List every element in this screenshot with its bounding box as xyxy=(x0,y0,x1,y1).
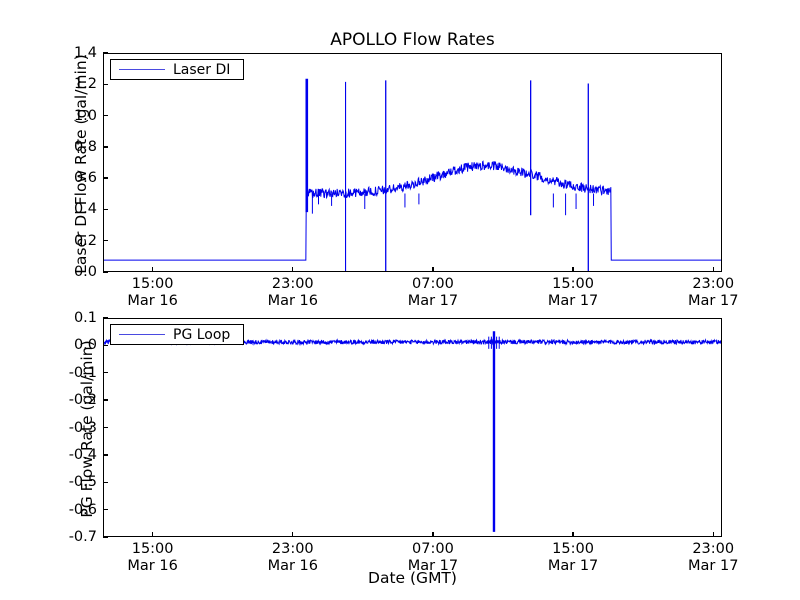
x-tick-mark xyxy=(151,532,154,537)
pg-loop-series-plot xyxy=(104,319,721,536)
x-tick-date: Mar 16 xyxy=(127,558,178,574)
y-tick-label: 0.0 xyxy=(73,264,97,280)
y-tick-mark xyxy=(103,481,108,483)
y-tick-mark xyxy=(103,52,108,54)
y-tick-mark xyxy=(103,508,108,511)
x-tick-mark xyxy=(712,532,714,537)
x-tick-date: Mar 17 xyxy=(407,558,459,574)
y-tick-label: 0.4 xyxy=(73,201,97,218)
y-tick-label: -0.3 xyxy=(68,419,97,436)
x-tick-date: Mar 17 xyxy=(547,558,599,574)
x-tick-date: Mar 16 xyxy=(267,558,318,574)
y-tick-mark xyxy=(103,536,108,538)
x-tick-mark xyxy=(572,532,574,537)
x-tick-time: 15:00 xyxy=(552,541,594,557)
y-axis-ticks-bottom: -0.7 -0.6 -0.5 -0.4 -0.3 -0.2 -0.1 0.0 0.1 xyxy=(31,0,97,600)
legend-bottom: PG Loop xyxy=(110,324,244,345)
x-tick-mark xyxy=(432,532,434,537)
legend-line-icon-bottom xyxy=(119,334,165,335)
y-tick-label: 1.2 xyxy=(73,76,97,93)
x-tick-date: Mar 16 xyxy=(127,293,178,309)
x-tick-time: 07:00 xyxy=(412,541,454,557)
x-tick-mark xyxy=(292,267,294,272)
y-tick-label: -0.2 xyxy=(68,392,97,409)
x-tick-label: 15:00 Mar 17 xyxy=(518,276,628,310)
y-tick-mark xyxy=(103,372,108,374)
x-tick-mark xyxy=(432,267,434,272)
legend-line-icon-top xyxy=(119,69,165,70)
x-tick-time: 07:00 xyxy=(412,276,454,292)
y-tick-mark xyxy=(103,83,108,85)
x-tick-label: 23:00 Mar 17 xyxy=(658,276,768,310)
x-tick-label: 07:00 Mar 17 xyxy=(378,276,488,310)
x-tick-time: 23:00 xyxy=(692,276,735,292)
y-tick-label: -0.5 xyxy=(68,474,97,491)
y-tick-mark xyxy=(103,177,108,179)
laser-di-series-plot xyxy=(104,54,721,271)
plot-area-pg-loop xyxy=(103,318,722,537)
x-axis-label: Date (GMT) xyxy=(368,569,457,587)
x-tick-time: 23:00 xyxy=(271,276,314,292)
x-tick-label: 23:00 Mar 16 xyxy=(238,541,348,575)
x-tick-time: 23:00 xyxy=(692,541,735,557)
y-tick-label: 1.4 xyxy=(73,45,97,61)
x-tick-mark xyxy=(572,267,574,272)
y-tick-label: 0.6 xyxy=(73,170,97,187)
y-tick-mark xyxy=(103,271,108,273)
y-tick-label: 0.0 xyxy=(73,337,97,354)
x-tick-label: 15:00 Mar 16 xyxy=(98,276,208,310)
x-tick-date: Mar 16 xyxy=(267,293,318,309)
y-tick-label: 0.1 xyxy=(73,310,97,326)
x-tick-mark xyxy=(151,267,154,272)
x-tick-date: Mar 17 xyxy=(407,293,459,309)
y-tick-mark xyxy=(103,208,108,211)
y-tick-label: -0.1 xyxy=(68,364,97,381)
y-tick-mark xyxy=(103,399,108,401)
legend-label-laser-di: Laser DI xyxy=(173,61,231,78)
x-tick-time: 15:00 xyxy=(552,276,594,292)
plot-area-laser-di xyxy=(103,53,722,272)
x-tick-date: Mar 17 xyxy=(547,293,599,309)
x-tick-mark xyxy=(712,267,714,272)
x-tick-label: 15:00 Mar 16 xyxy=(98,541,208,575)
y-tick-label: -0.6 xyxy=(68,501,97,518)
x-tick-label: 15:00 Mar 17 xyxy=(518,541,628,575)
legend-top: Laser DI xyxy=(110,59,244,80)
legend-label-pg-loop: PG Loop xyxy=(173,326,231,343)
x-tick-date: Mar 17 xyxy=(688,293,739,309)
x-tick-time: 15:00 xyxy=(131,276,174,292)
y-tick-label: 1.0 xyxy=(73,107,97,124)
y-tick-label: 0.2 xyxy=(73,232,97,249)
x-tick-mark xyxy=(292,532,294,537)
y-tick-label: -0.4 xyxy=(68,446,97,463)
page-title: APOLLO Flow Rates xyxy=(330,30,495,50)
y-tick-mark xyxy=(103,317,108,319)
y-tick-label: -0.7 xyxy=(68,529,97,545)
y-tick-mark xyxy=(103,344,108,347)
x-tick-label: 23:00 Mar 16 xyxy=(238,276,348,310)
y-tick-mark xyxy=(103,146,108,148)
y-axis-ticks-top: 0.0 0.2 0.4 0.6 0.8 1.0 1.2 1.4 xyxy=(31,0,97,600)
y-tick-mark xyxy=(103,114,108,117)
y-tick-mark xyxy=(103,426,108,429)
y-tick-mark xyxy=(103,240,108,242)
y-tick-label: 0.8 xyxy=(73,138,97,155)
x-tick-label: 23:00 Mar 17 xyxy=(658,541,768,575)
x-tick-label: 07:00 Mar 17 xyxy=(378,541,488,575)
x-tick-time: 15:00 xyxy=(131,541,174,557)
x-tick-time: 23:00 xyxy=(271,541,314,557)
x-tick-date: Mar 17 xyxy=(688,558,739,574)
y-tick-mark xyxy=(103,454,108,456)
